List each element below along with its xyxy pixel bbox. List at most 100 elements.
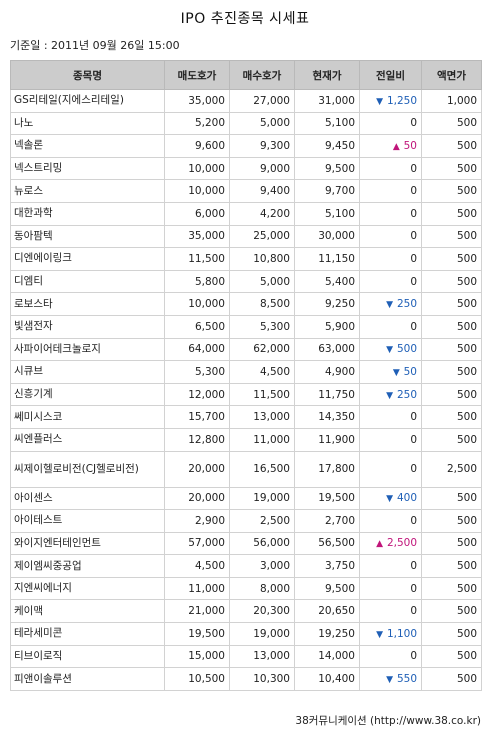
stock-name-cell: 씨엔플러스 xyxy=(10,427,165,452)
page-title: IPO 추진종목 시세표 xyxy=(180,11,310,27)
change-cell: 0 xyxy=(359,405,422,429)
ask-price-cell: 9,600 xyxy=(164,134,230,158)
table-row: 디엠티 5,800 5,000 5,400 0 500 xyxy=(10,269,482,294)
table-row: 뉴로스 10,000 9,400 9,700 0 500 xyxy=(10,179,482,203)
current-price-cell: 11,750 xyxy=(294,382,360,407)
table-row: 로보스타 10,000 8,500 9,250 ▼ 250 500 xyxy=(10,292,482,316)
triangle-down-icon: ▼ xyxy=(386,494,396,505)
table-row: GS리테일(지에스리테일) 35,000 27,000 31,000 ▼ 1,250 1,… xyxy=(10,89,482,113)
change-cell: 0 xyxy=(359,576,422,601)
ask-price-cell: 10,000 xyxy=(164,292,230,316)
stock-name-cell: 지엔씨에너지 xyxy=(10,576,165,601)
table-row: 넥스트리밍 10,000 9,000 9,500 0 500 xyxy=(10,156,482,181)
par-value-cell: 500 xyxy=(421,382,482,407)
change-cell: 0 xyxy=(359,314,422,339)
par-value-cell: 500 xyxy=(421,292,482,316)
change-cell: 0 xyxy=(359,224,422,249)
column-header-par: 액면가 xyxy=(421,60,482,90)
change-cell: 0 xyxy=(359,450,422,488)
bid-price-cell: 25,000 xyxy=(229,224,295,249)
bid-price-cell: 11,500 xyxy=(229,382,295,407)
change-value: 250 xyxy=(396,388,417,401)
par-value-cell: 500 xyxy=(421,576,482,601)
table-row: 넥솔론 9,600 9,300 9,450 ▲ 50 500 xyxy=(10,134,482,158)
change-cell: ▼ 500 xyxy=(359,337,422,362)
bid-price-cell: 2,500 xyxy=(229,509,295,533)
par-value-cell: 500 xyxy=(421,509,482,533)
change-value: 0 xyxy=(410,463,417,475)
table-row: 제이엠씨중공업 4,500 3,000 3,750 0 500 xyxy=(10,554,482,578)
ask-price-cell: 20,000 xyxy=(164,450,230,488)
change-cell: ▲ 50 xyxy=(359,134,422,158)
par-value-cell: 2,500 xyxy=(421,450,482,488)
table-row: 아이테스트 2,900 2,500 2,700 0 500 xyxy=(10,509,482,533)
current-price-cell: 19,500 xyxy=(294,486,360,511)
current-price-cell: 10,400 xyxy=(294,667,360,691)
par-value-cell: 500 xyxy=(421,156,482,181)
ask-price-cell: 20,000 xyxy=(164,486,230,511)
par-value-cell: 500 xyxy=(421,599,482,624)
table-row: 시큐브 5,300 4,500 4,900 ▼ 50 500 xyxy=(10,360,482,384)
current-price-cell: 30,000 xyxy=(294,224,360,249)
stock-name-cell: 디엔에이링크 xyxy=(10,247,165,271)
table-row: 아이센스 20,000 19,000 19,500 ▼ 400 500 xyxy=(10,486,482,511)
change-value: 0 xyxy=(410,117,417,130)
change-cell: 0 xyxy=(359,179,422,203)
change-cell: ▼ 400 xyxy=(359,486,422,511)
ask-price-cell: 35,000 xyxy=(164,89,230,113)
table-row: 쎄미시스코 15,700 13,000 14,350 0 500 xyxy=(10,405,482,429)
current-price-cell: 20,650 xyxy=(294,599,360,624)
table-row: 빛샘전자 6,500 5,300 5,900 0 500 xyxy=(10,314,482,339)
current-price-cell: 9,700 xyxy=(294,179,360,203)
stock-name-cell: 넥솔론 xyxy=(10,134,165,158)
current-price-cell: 63,000 xyxy=(294,337,360,362)
par-value-cell: 500 xyxy=(421,622,482,646)
change-value: 0 xyxy=(410,162,417,175)
change-cell: 0 xyxy=(359,201,422,226)
ipo-price-table: 종목명 매도호가 매수호가 현재가 전일비 액면가 GS리테일(지에스리테일) 3… xyxy=(10,60,482,691)
change-cell: ▲ 2,500 xyxy=(359,531,422,556)
change-value: 0 xyxy=(410,275,417,288)
par-value-cell: 500 xyxy=(421,224,482,249)
triangle-down-icon: ▼ xyxy=(376,96,386,107)
par-value-cell: 500 xyxy=(421,667,482,691)
column-header-change: 전일비 xyxy=(359,60,422,90)
ask-price-cell: 35,000 xyxy=(164,224,230,249)
bid-price-cell: 13,000 xyxy=(229,405,295,429)
current-price-cell: 9,450 xyxy=(294,134,360,158)
stock-name-cell: GS리테일(지에스리테일) xyxy=(10,89,165,113)
current-price-cell: 56,500 xyxy=(294,531,360,556)
stock-name-cell: 뉴로스 xyxy=(10,179,165,203)
bid-price-cell: 9,000 xyxy=(229,156,295,181)
table-row: 티브이로직 15,000 13,000 14,000 0 500 xyxy=(10,644,482,669)
ask-price-cell: 6,000 xyxy=(164,201,230,226)
ask-price-cell: 5,300 xyxy=(164,360,230,384)
current-price-cell: 11,900 xyxy=(294,427,360,452)
change-cell: 0 xyxy=(359,644,422,669)
current-price-cell: 17,800 xyxy=(294,450,360,488)
table-row: 신흥기계 12,000 11,500 11,750 ▼ 250 500 xyxy=(10,382,482,407)
change-value: 0 xyxy=(410,230,417,243)
change-value: 0 xyxy=(410,560,417,573)
change-cell: ▼ 50 xyxy=(359,360,422,384)
ask-price-cell: 15,700 xyxy=(164,405,230,429)
par-value-cell: 500 xyxy=(421,111,482,136)
ask-price-cell: 11,500 xyxy=(164,247,230,271)
table-row: 대한과학 6,000 4,200 5,100 0 500 xyxy=(10,201,482,226)
par-value-cell: 500 xyxy=(421,405,482,429)
stock-name-cell: 씨제이헬로비전(CJ헬로비전) xyxy=(10,450,165,488)
change-value: 550 xyxy=(396,673,417,686)
table-row: 동아팜텍 35,000 25,000 30,000 0 500 xyxy=(10,224,482,249)
change-cell: 0 xyxy=(359,427,422,452)
stock-name-cell: 넥스트리밍 xyxy=(10,156,165,181)
triangle-down-icon: ▼ xyxy=(386,675,396,686)
stock-name-cell: 대한과학 xyxy=(10,201,165,226)
change-value: 250 xyxy=(396,298,417,311)
stock-name-cell: 디엠티 xyxy=(10,269,165,294)
bid-price-cell: 62,000 xyxy=(229,337,295,362)
change-value: 400 xyxy=(396,492,417,505)
current-price-cell: 4,900 xyxy=(294,360,360,384)
ask-price-cell: 21,000 xyxy=(164,599,230,624)
current-price-cell: 11,150 xyxy=(294,247,360,271)
bid-price-cell: 56,000 xyxy=(229,531,295,556)
